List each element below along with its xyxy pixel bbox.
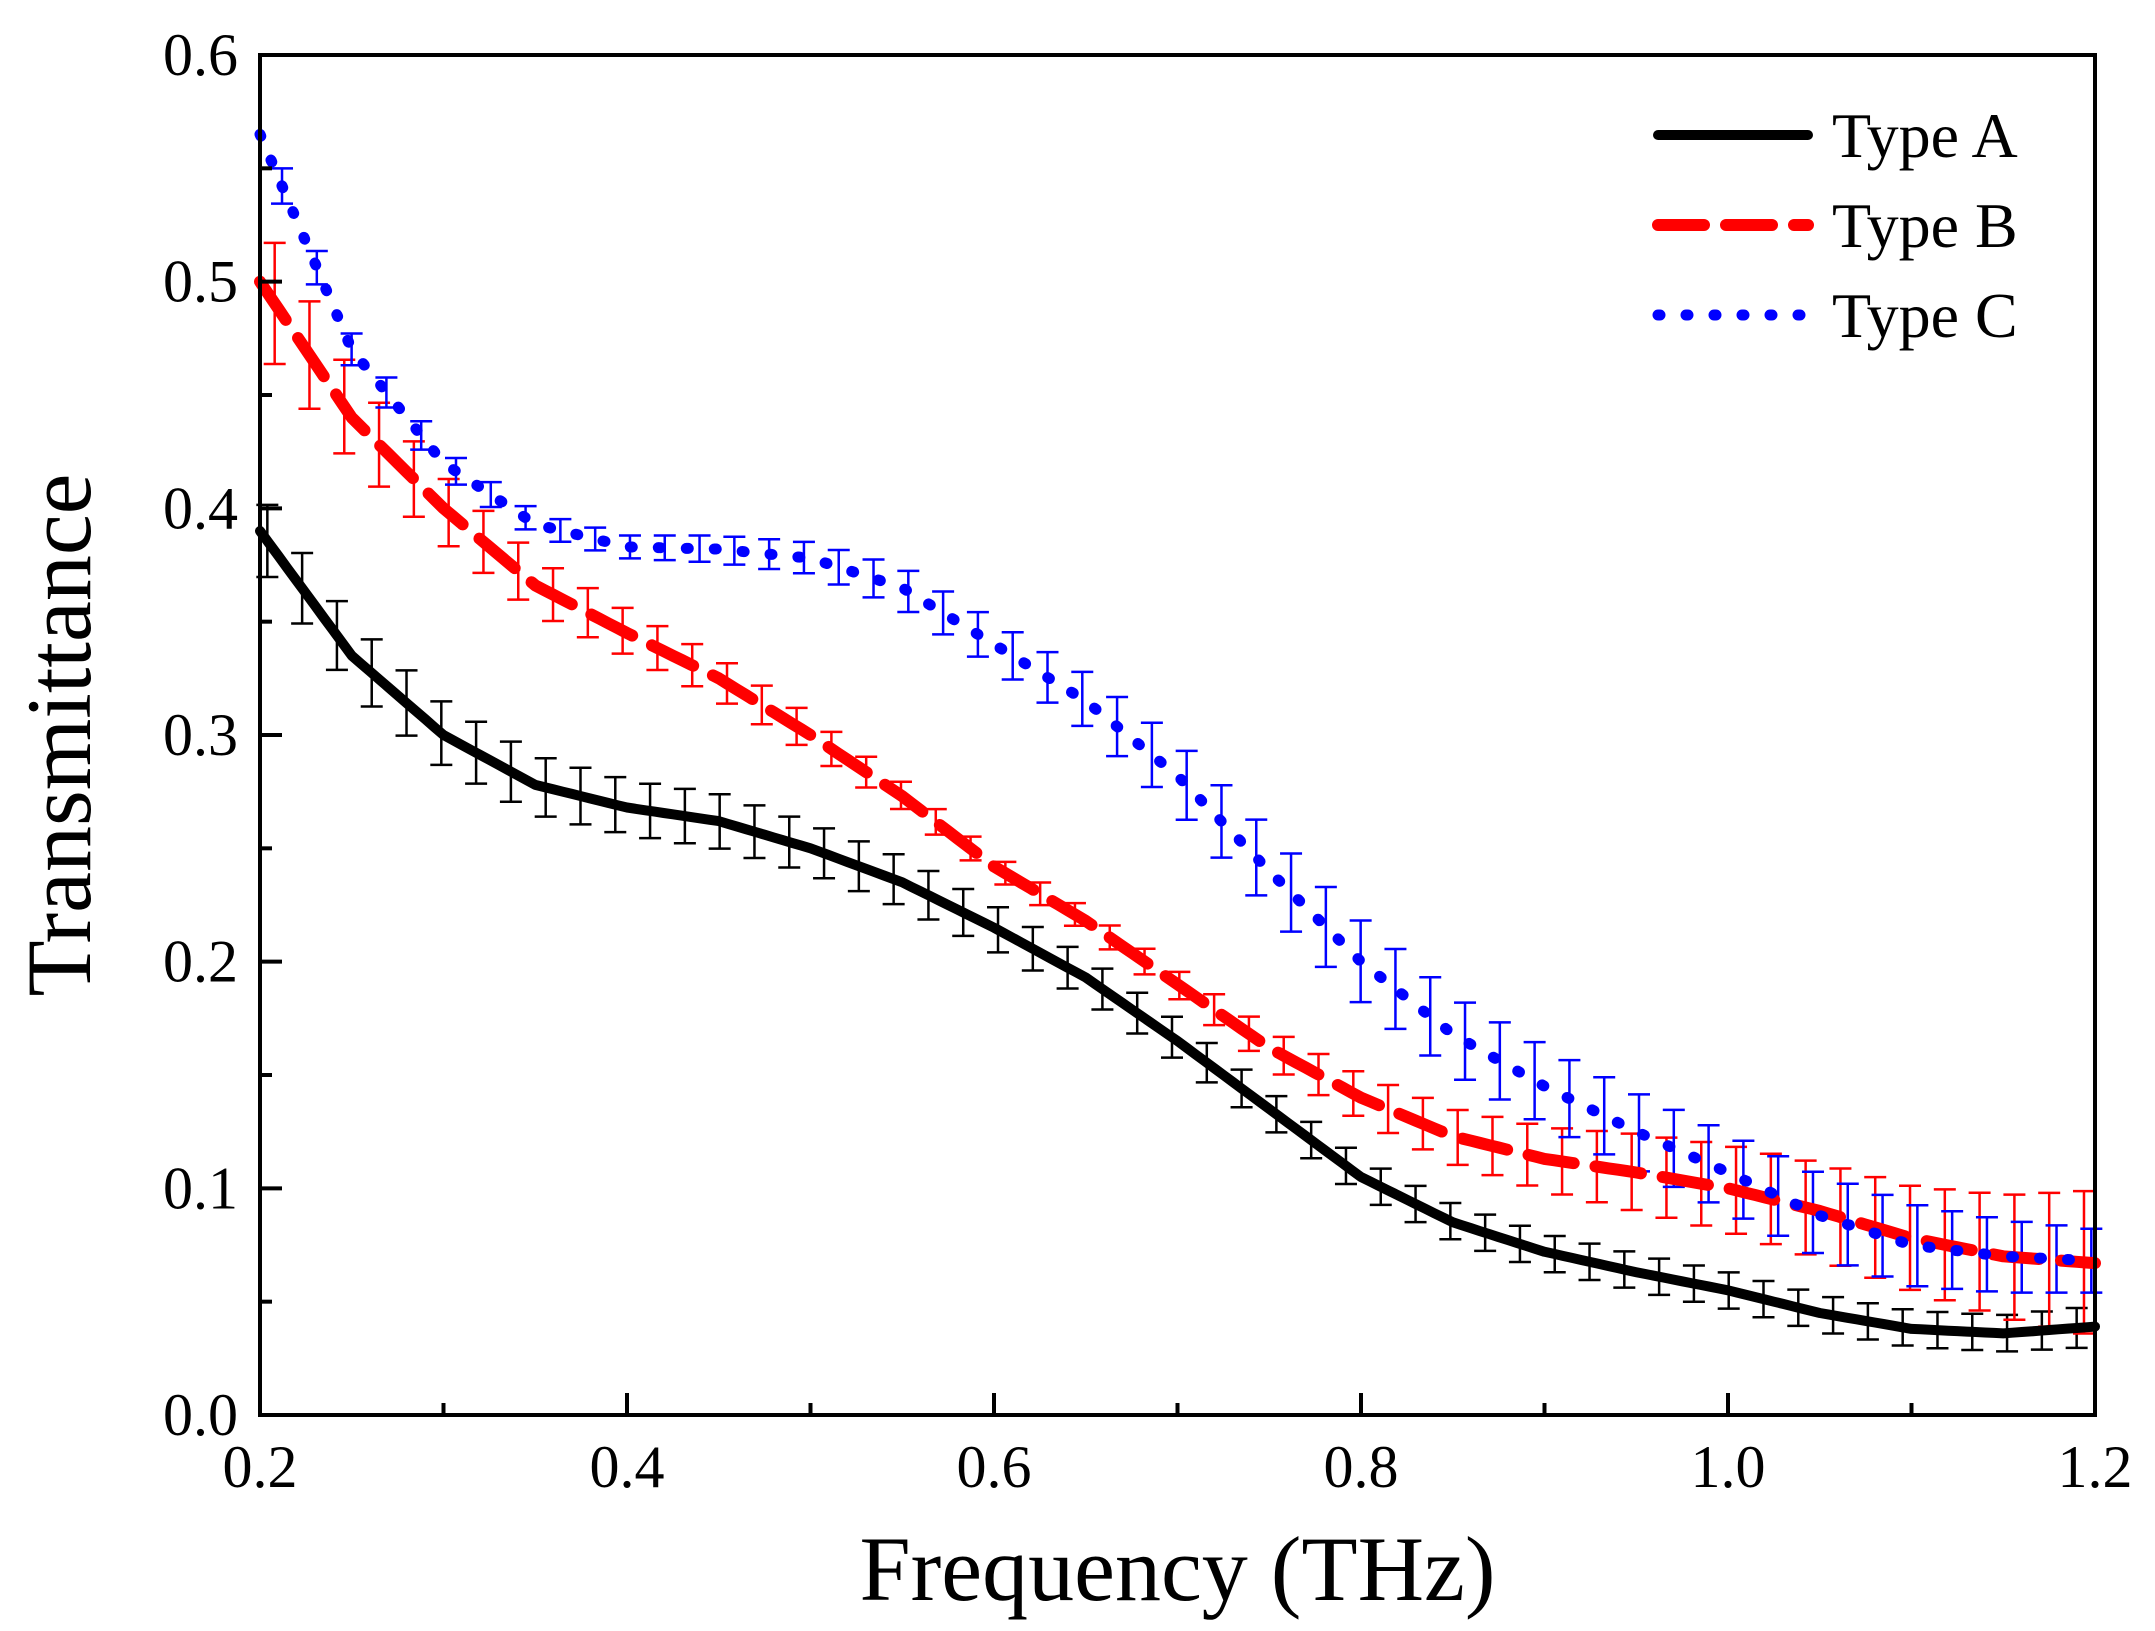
y-tick-label: 0.2: [163, 929, 238, 995]
type-b-series-line: [254, 275, 2101, 1270]
type-c-error-bar: [1419, 976, 1442, 1057]
type-c-error-bar: [932, 590, 955, 636]
type-c-error-bar: [1071, 670, 1094, 728]
x-tick-label: 0.2: [223, 1434, 298, 1500]
type-c-error-bar: [723, 535, 746, 566]
type-c-error-bar: [688, 534, 711, 564]
type-c-error-bar: [1140, 721, 1163, 789]
legend: Type A Type B Type C: [1652, 100, 2018, 351]
error-bars-layer: [256, 167, 2103, 1353]
type-b-error-bar: [1377, 1083, 1400, 1135]
type-c-error-bar: [479, 480, 502, 509]
type-c-error-bar: [1906, 1203, 1929, 1288]
series-lines-layer: [254, 128, 2101, 1339]
legend-item-type-b: Type B: [1652, 190, 2018, 261]
type-c-error-bar: [584, 526, 607, 552]
x-tick-label: 0.8: [1324, 1434, 1399, 1500]
y-tick-label: 0.1: [163, 1155, 238, 1221]
legend-item-type-c: Type C: [1652, 280, 2018, 351]
x-tick-label: 1.2: [2058, 1434, 2133, 1500]
type-c-error-bar: [1280, 852, 1303, 933]
y-tick-label: 0.3: [163, 702, 238, 768]
ticks-layer: 0.2 0.4 0.6 0.8 1.0 1.2 0.0 0.1 0.2 0.3 0.4 0.5 0.6: [163, 22, 2133, 1500]
type-b-error-bar: [750, 684, 773, 726]
y-tick-label: 0.5: [163, 249, 238, 315]
x-tick-label: 1.0: [1691, 1434, 1766, 1500]
type-a-series-line: [255, 526, 2100, 1339]
x-tick-label: 0.6: [957, 1434, 1032, 1500]
y-tick-label: 0.4: [163, 475, 238, 541]
y-tick-label: 0.6: [163, 22, 238, 88]
legend-label: Type B: [1832, 190, 2018, 261]
type-c-error-bar: [1314, 885, 1337, 969]
type-c-error-bar: [1384, 947, 1407, 1031]
type-c-error-bar: [1175, 749, 1198, 822]
type-c-error-bar: [827, 548, 850, 586]
type-c-error-bar: [1001, 631, 1024, 681]
x-tick-label: 0.4: [590, 1434, 665, 1500]
type-c-series-line: [254, 128, 2101, 1267]
legend-item-type-a: Type A: [1653, 100, 2018, 171]
y-axis-title: Transmittance: [8, 474, 110, 997]
type-c-error-bar: [549, 517, 572, 543]
y-tick-label: 0.0: [163, 1382, 238, 1448]
x-axis-title: Frequency (THz): [859, 1518, 1495, 1620]
type-b-error-bar: [1203, 993, 1226, 1027]
legend-label: Type C: [1832, 280, 2018, 351]
type-c-error-bar: [1593, 1076, 1616, 1156]
legend-label: Type A: [1832, 100, 2018, 171]
type-c-error-bar: [1523, 1040, 1546, 1121]
